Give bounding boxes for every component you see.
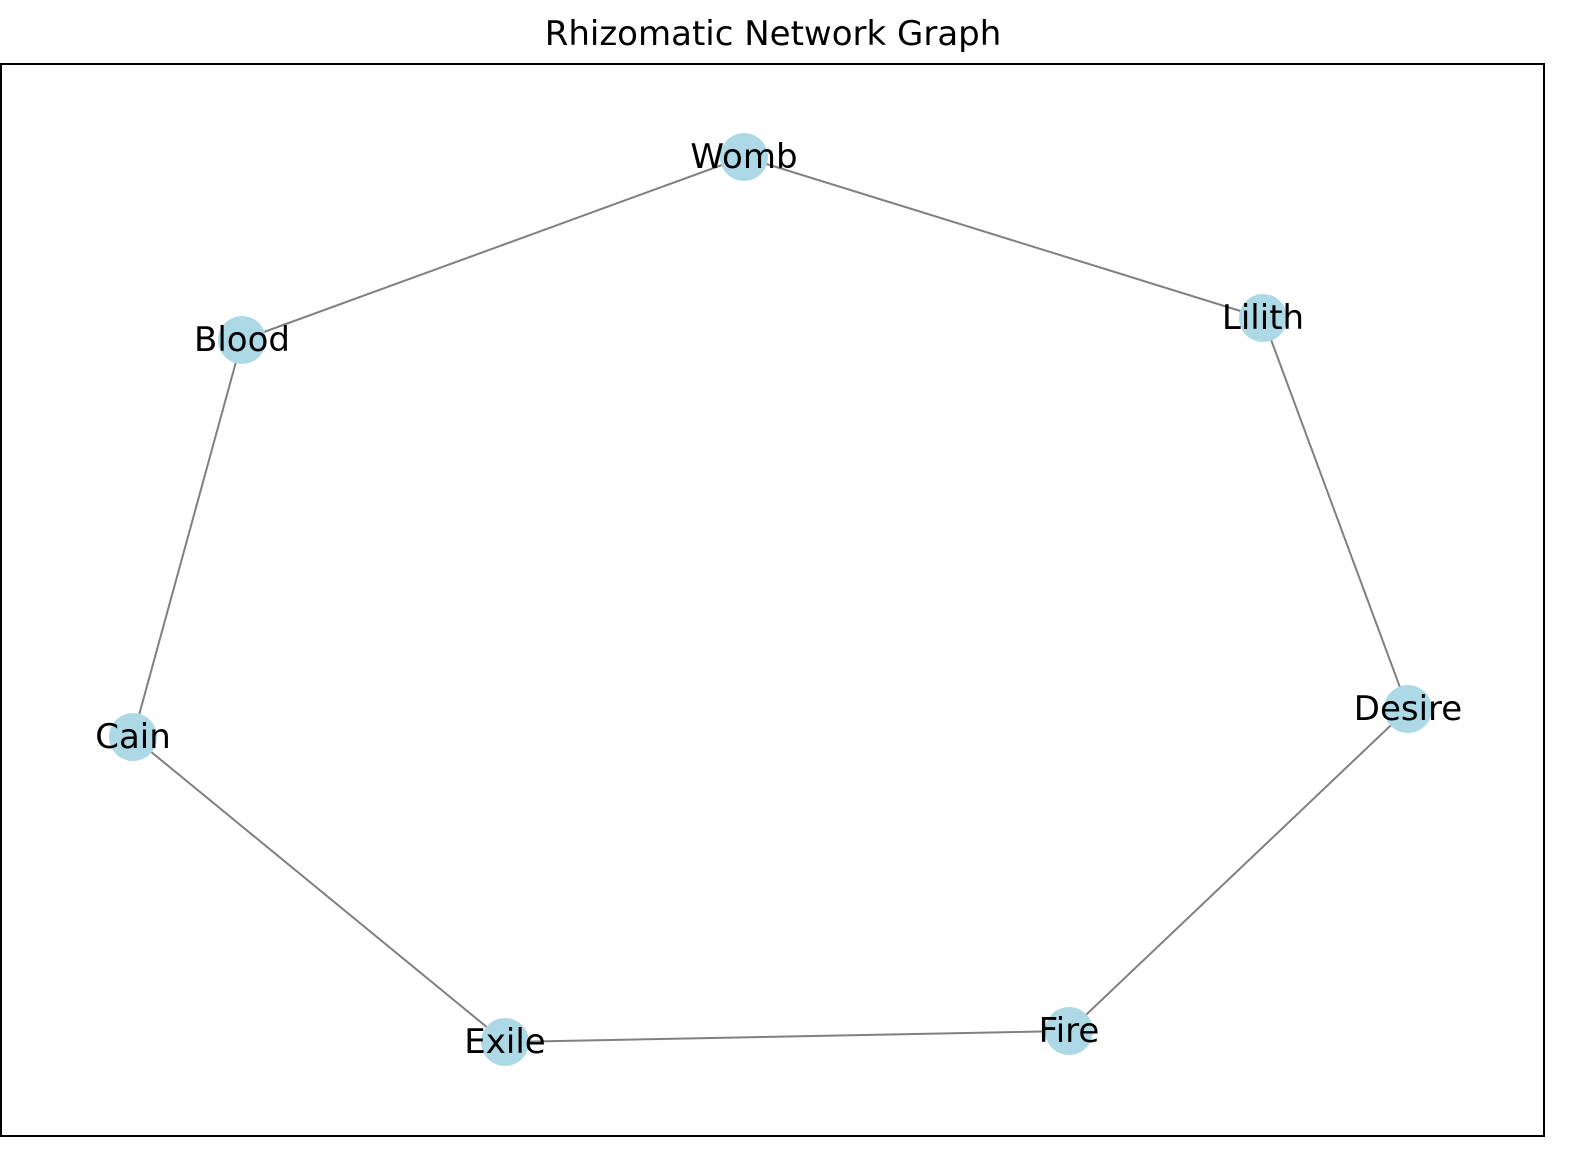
edge-exile-cain [132,736,506,1043]
edge-cain-blood [132,339,243,738]
edge-fire-exile [504,1030,1070,1043]
node-layer [109,133,1432,1066]
edge-blood-womb [241,156,745,341]
edge-layer [132,156,1409,1043]
edge-womb-lilith [743,156,1264,319]
node-blood [218,316,266,364]
edge-lilith-desire [1262,317,1409,710]
node-label-exile: Exile [464,1022,545,1062]
diagram-title: Rhizomatic Network Graph [544,14,1002,54]
node-cain [109,713,157,761]
node-exile [481,1018,529,1066]
node-desire [1384,685,1432,733]
node-label-blood: Blood [194,320,290,360]
label-layer: Womb Lilith Desire Fire Exile Cain Blood [95,137,1462,1062]
node-womb [720,133,768,181]
node-label-lilith: Lilith [1222,298,1304,338]
node-label-cain: Cain [95,717,171,757]
node-label-womb: Womb [690,137,797,177]
plot-frame [0,63,1545,1137]
node-label-desire: Desire [1354,689,1462,729]
edge-desire-fire [1068,708,1409,1032]
node-fire [1045,1007,1093,1055]
node-lilith [1239,294,1287,342]
node-label-fire: Fire [1039,1011,1100,1051]
